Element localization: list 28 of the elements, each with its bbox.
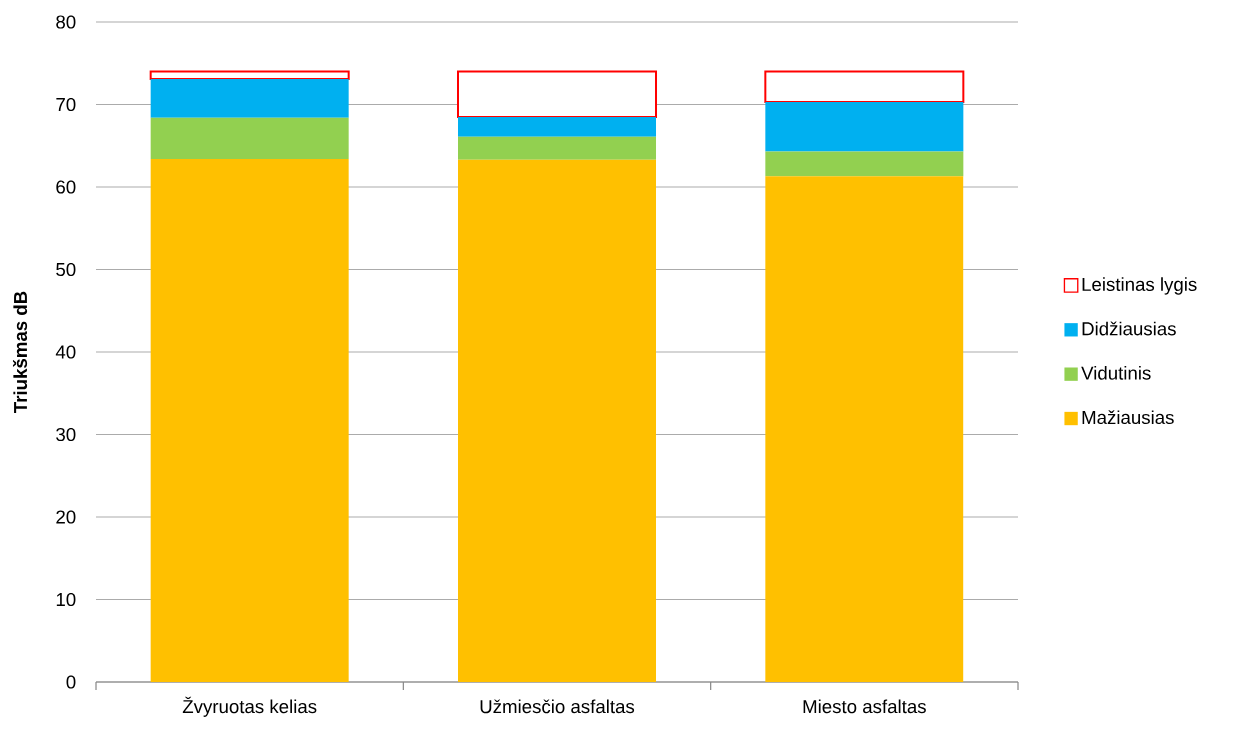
x-tick-label: Žvyruotas kelias: [182, 696, 317, 717]
bar: [458, 116, 657, 137]
bar: [150, 78, 349, 118]
x-tick-label: Užmiesčio asfaltas: [480, 699, 635, 714]
bar: [764, 70, 965, 104]
y-tick-label: 70: [56, 97, 76, 112]
legend-label: Didžiausias: [1082, 321, 1176, 336]
y-tick-label: 80: [56, 15, 76, 29]
bar: [458, 159, 657, 682]
y-tick-label: 20: [56, 510, 76, 524]
bar: [765, 102, 964, 152]
x-tick-label: Miesto asfaltas: [803, 699, 926, 714]
legend-label: Vidutinis: [1081, 366, 1151, 380]
y-tick-label: 40: [55, 345, 76, 359]
y-tick-label: 0: [66, 675, 76, 689]
y-axis-title: Triukšmas dB: [12, 291, 28, 413]
legend-label: Mažiausias: [1082, 410, 1174, 425]
bar: [150, 117, 349, 159]
y-tick-label: 30: [56, 427, 76, 442]
legend-label: Leistinas lygis: [1082, 277, 1197, 295]
bar: [458, 136, 657, 160]
bar: [457, 70, 658, 118]
y-tick-label: 60: [56, 180, 76, 194]
bar: [150, 158, 349, 682]
y-tick-label: 50: [56, 262, 76, 277]
bar: [765, 151, 964, 177]
bar: [765, 176, 964, 682]
y-tick-label: 10: [56, 592, 76, 607]
